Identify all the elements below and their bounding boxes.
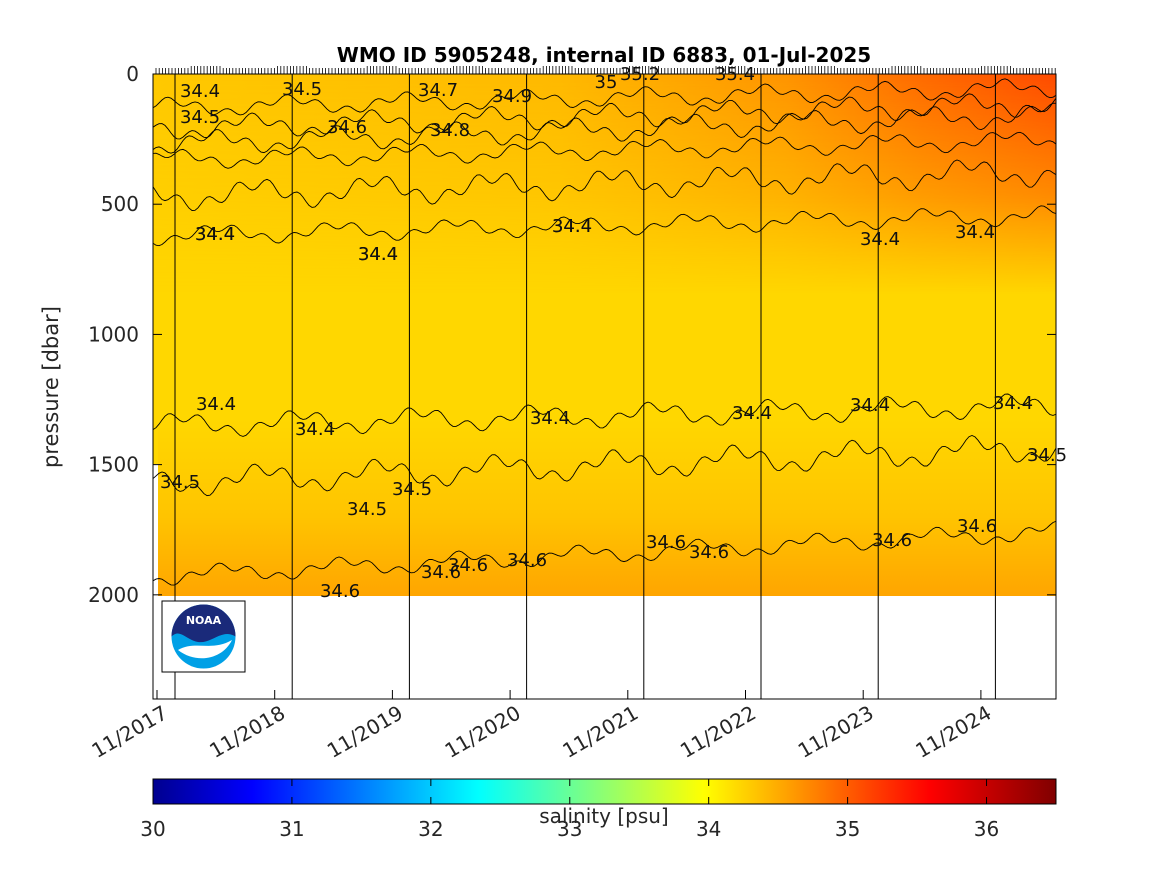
surface-contour-label: 35.2 xyxy=(620,64,660,85)
colorbar-label: salinity [psu] xyxy=(539,804,668,828)
y-tick-label: 500 xyxy=(101,192,139,216)
contour-line xyxy=(153,159,1056,211)
salinity-field xyxy=(153,74,1056,596)
x-tick-label: 11/2024 xyxy=(911,701,995,763)
contour-label: 34.6 xyxy=(448,555,488,576)
noaa-logo: NOAA xyxy=(161,600,246,673)
x-tick-label: 11/2023 xyxy=(794,701,878,763)
contour-label: 34.4 xyxy=(552,216,592,237)
surface-contour-label: 34.5 xyxy=(180,107,220,128)
contour-label: 34.4 xyxy=(195,224,235,245)
contour-label: 34.6 xyxy=(689,542,729,563)
colorbar-tick-label: 33 xyxy=(557,817,582,841)
contour-label: 34.4 xyxy=(530,408,570,429)
contour-label: 34.4 xyxy=(732,403,772,424)
colorbar-tick-label: 32 xyxy=(418,817,443,841)
contour-line xyxy=(153,205,1056,247)
contour-label: 34.6 xyxy=(646,532,686,553)
y-axis-label: pressure [dbar] xyxy=(39,306,63,468)
contour-line xyxy=(153,520,1056,586)
x-tick-label: 11/2021 xyxy=(558,701,642,763)
chart-title: WMO ID 5905248, internal ID 6883, 01-Jul… xyxy=(337,43,871,67)
colorbar-ticks: 30 31 32 33 34 35 36 xyxy=(140,779,999,841)
contour-line xyxy=(153,435,1056,497)
contour-label: 34.6 xyxy=(872,530,912,551)
contour-label: 34.4 xyxy=(955,222,995,243)
x-tick-label: 11/2020 xyxy=(441,701,525,763)
surface-contour-label: 34.9 xyxy=(492,86,532,107)
contour-label: 34.6 xyxy=(421,562,461,583)
contour-label: 34.5 xyxy=(392,479,432,500)
surface-contour-label: 35 xyxy=(595,72,618,93)
x-tick-label: 11/2018 xyxy=(205,701,289,763)
profile-tick-marks xyxy=(155,66,1056,74)
contour-line xyxy=(153,78,1056,116)
colorbar-tick-label: 35 xyxy=(835,817,860,841)
y-tick-label: 1000 xyxy=(88,322,139,346)
contour-line xyxy=(153,131,1056,169)
y-tick-label: 2000 xyxy=(88,583,139,607)
contour-label: 34.5 xyxy=(347,499,387,520)
surface-contour-label: 34.5 xyxy=(282,79,322,100)
y-tick-label: 1500 xyxy=(88,453,139,477)
contour-label: 34.5 xyxy=(1027,445,1067,466)
contour-label: 34.4 xyxy=(295,419,335,440)
contour-label: 34.4 xyxy=(196,394,236,415)
colorbar-tick-label: 34 xyxy=(696,817,721,841)
colorbar-tick-label: 31 xyxy=(279,817,304,841)
contour-label: 34.4 xyxy=(552,216,592,237)
surface-contour-label: 34.8 xyxy=(430,120,470,141)
contour-label: 34.6 xyxy=(957,516,997,537)
contour-label: 34.5 xyxy=(160,472,200,493)
axes-box xyxy=(152,73,1057,700)
noaa-logo-text: NOAA xyxy=(186,614,222,627)
contour-lines xyxy=(153,78,1056,586)
surface-contour-label: 35.4 xyxy=(715,64,755,85)
contour-label: 34.4 xyxy=(993,393,1033,414)
contour-label: 34.4 xyxy=(195,224,235,245)
x-tick-label: 11/2019 xyxy=(323,701,407,763)
contour-label: 34.4 xyxy=(358,244,398,265)
y-tick-label: 0 xyxy=(126,62,139,86)
contour-line xyxy=(153,93,1056,140)
contour-label: 34.6 xyxy=(507,550,547,571)
colorbar xyxy=(152,778,1057,805)
x-gridlines xyxy=(174,74,996,699)
contour-label: 34.4 xyxy=(358,244,398,265)
contour-labels: 34.4 34.4 34.4 34.4 34.4 34.4 34.4 34.4 34.4 34.4… xyxy=(160,64,1067,602)
x-axis: 11/2017 11/2018 11/2019 11/2020 11/2021 11/20… xyxy=(88,690,995,763)
surface-contour-label: 34.6 xyxy=(327,117,367,138)
x-tick-label: 11/2017 xyxy=(88,701,172,763)
contour-line xyxy=(153,393,1056,437)
y-axis: 0 500 1000 1500 2000 xyxy=(88,62,1056,607)
colorbar-tick-label: 36 xyxy=(974,817,999,841)
contour-line xyxy=(153,102,1056,154)
surface-contour-label: 34.4 xyxy=(180,81,220,102)
contour-label: 34.4 xyxy=(850,395,890,416)
contour-label: 34.4 xyxy=(860,229,900,250)
contour-label: 34.6 xyxy=(320,581,360,602)
x-tick-label: 11/2022 xyxy=(676,701,760,763)
colorbar-tick-label: 30 xyxy=(140,817,165,841)
surface-contour-label: 34.7 xyxy=(418,80,458,101)
